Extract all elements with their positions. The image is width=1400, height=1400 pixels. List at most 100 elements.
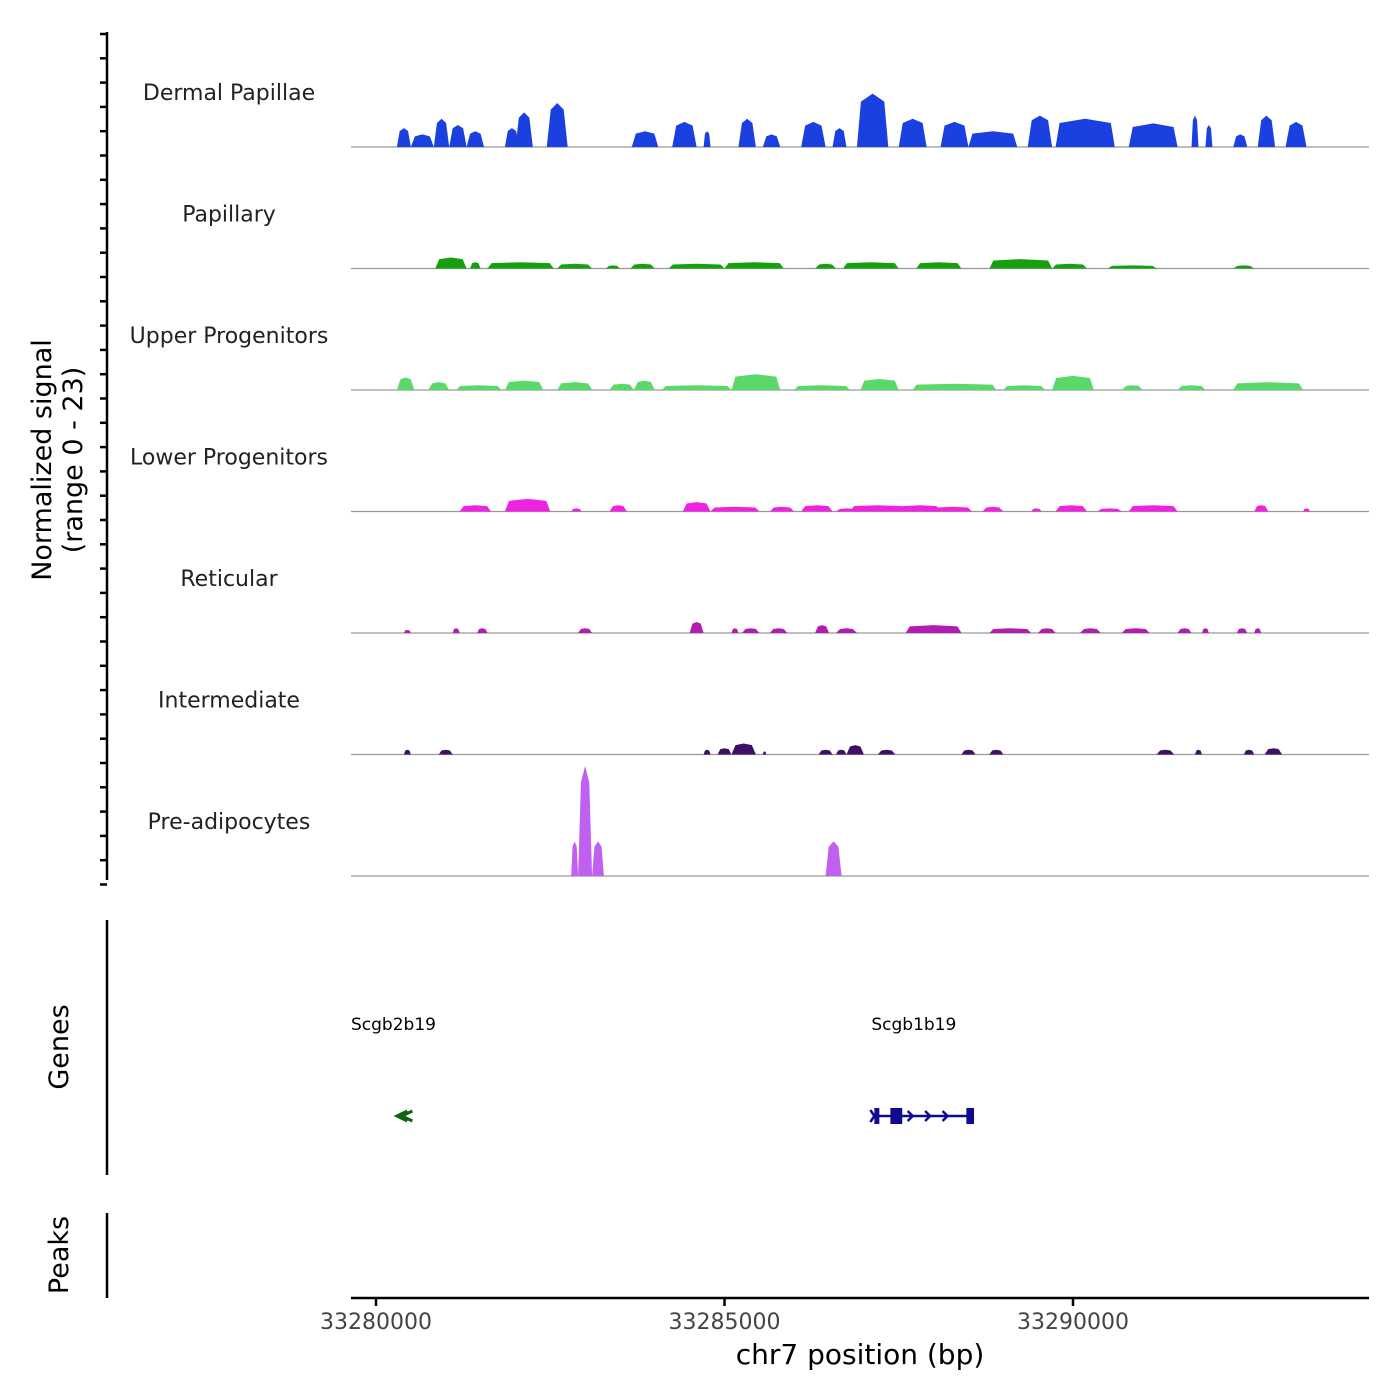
- coverage-peak: [815, 625, 830, 633]
- coverage-peak: [801, 505, 833, 512]
- gene-exon: [966, 1108, 975, 1124]
- coverage-peak: [731, 374, 781, 390]
- coverage-peak: [504, 380, 544, 390]
- track-label: Reticular: [180, 567, 278, 592]
- coverage-peak: [1233, 265, 1255, 269]
- coverage-peak: [557, 382, 593, 390]
- coverage-peak: [1177, 385, 1206, 390]
- coverage-peak: [961, 749, 976, 755]
- coverage-peak: [769, 628, 788, 633]
- coverage-peak: [470, 262, 481, 269]
- coverage-peak: [1121, 628, 1150, 633]
- coverage-peak: [1097, 508, 1122, 512]
- coverage-peak: [1194, 749, 1202, 755]
- coverage-peak: [762, 134, 781, 147]
- coverage-peak: [794, 385, 850, 390]
- coverage-peak: [703, 131, 711, 147]
- coverage-peak: [609, 383, 634, 390]
- gene-name-label: Scgb1b19: [871, 1015, 956, 1035]
- gene-exon: [874, 1108, 880, 1124]
- gene-model: Scgb2b19: [351, 1015, 436, 1123]
- coverage-peak: [1038, 628, 1056, 633]
- coverage-peak: [989, 749, 1004, 755]
- coverage-peak: [477, 628, 488, 633]
- coverage-peak: [968, 131, 1018, 147]
- coverage-peak: [557, 263, 593, 269]
- coverage-track: Intermediate: [158, 689, 1369, 756]
- coverage-peak: [606, 265, 620, 269]
- coverage-peak: [762, 751, 767, 755]
- coverage-peak: [982, 506, 1004, 512]
- coverage-peak: [1055, 118, 1115, 147]
- coverage-track: Pre-adipocytes: [148, 766, 1369, 877]
- coverage-peak: [504, 128, 519, 147]
- coverage-peak: [578, 628, 593, 633]
- coverage-peak: [801, 121, 826, 147]
- coverage-peak: [1254, 505, 1269, 512]
- coverage-peak: [898, 118, 927, 147]
- track-label: Papillary: [182, 203, 276, 228]
- x-axis-title: chr7 position (bp): [736, 1338, 985, 1371]
- coverage-peak: [710, 506, 760, 512]
- coverage-peak: [466, 131, 485, 147]
- gene-strand-arrow: [924, 1110, 932, 1122]
- coverage-y-ticks: [100, 32, 107, 886]
- coverage-peak: [836, 749, 847, 755]
- coverage-peak: [630, 263, 655, 269]
- coverage-peak: [1031, 508, 1042, 512]
- coverage-peak: [703, 749, 711, 755]
- coverage-track: Upper Progenitors: [130, 324, 1369, 391]
- coverage-peak: [456, 385, 502, 390]
- coverage-peak: [661, 385, 732, 390]
- track-label: Upper Progenitors: [130, 324, 329, 349]
- coverage-peak: [571, 841, 579, 876]
- coverage-peak: [1233, 382, 1304, 390]
- coverage-peak: [1254, 628, 1262, 633]
- coverage-peak: [849, 505, 906, 512]
- coverage-peak: [633, 380, 655, 390]
- gene-model: Scgb1b19: [869, 1015, 975, 1124]
- coverage-peak: [578, 766, 593, 876]
- coverage-peak: [592, 841, 604, 876]
- track-label: Dermal Papillae: [143, 81, 315, 106]
- coverage-peak: [672, 121, 697, 147]
- track-label: Pre-adipocytes: [148, 810, 311, 835]
- coverage-peak: [428, 382, 450, 390]
- coverage-peak: [410, 134, 434, 147]
- coverage-peak: [1052, 375, 1094, 390]
- coverage-track: Lower Progenitors: [130, 446, 1369, 513]
- coverage-peak: [1205, 125, 1213, 147]
- coverage-peak: [1191, 115, 1199, 147]
- coverage-peak: [504, 498, 551, 512]
- coverage-peak: [1128, 123, 1178, 147]
- coverage-peak: [1303, 508, 1310, 512]
- coverage-peak: [1121, 385, 1143, 390]
- coverage-track: Reticular: [180, 567, 1369, 634]
- coverage-peak: [731, 743, 756, 755]
- gene-strand-arrow: [941, 1110, 950, 1122]
- coverage-peak: [435, 257, 467, 269]
- coverage-peak: [403, 629, 411, 633]
- coverage-peak: [668, 263, 725, 269]
- coverage-peak: [1079, 628, 1101, 633]
- coverage-peak: [1052, 263, 1087, 269]
- coverage-peak: [1285, 121, 1307, 147]
- coverage-peak: [989, 628, 1032, 633]
- coverage-peak: [571, 508, 582, 512]
- coverage-peak: [916, 262, 962, 269]
- coverage-peak: [1128, 505, 1178, 512]
- coverage-peak: [832, 128, 847, 147]
- coverage-peak: [609, 505, 627, 512]
- coverage-peak: [1201, 628, 1209, 633]
- coverage-peak: [769, 506, 795, 512]
- coverage-peak: [546, 103, 568, 147]
- gene-strand-arrow: [393, 1109, 409, 1123]
- coverage-peak: [689, 622, 704, 633]
- coverage-peak: [459, 505, 492, 512]
- coverage-peak: [452, 628, 460, 633]
- coverage-peak: [724, 262, 784, 269]
- coverage-peak: [1027, 115, 1053, 147]
- coverage-peak: [738, 118, 756, 147]
- coverage-peak: [912, 383, 997, 390]
- ylabel-line-2: (range 0 - 23): [58, 367, 89, 554]
